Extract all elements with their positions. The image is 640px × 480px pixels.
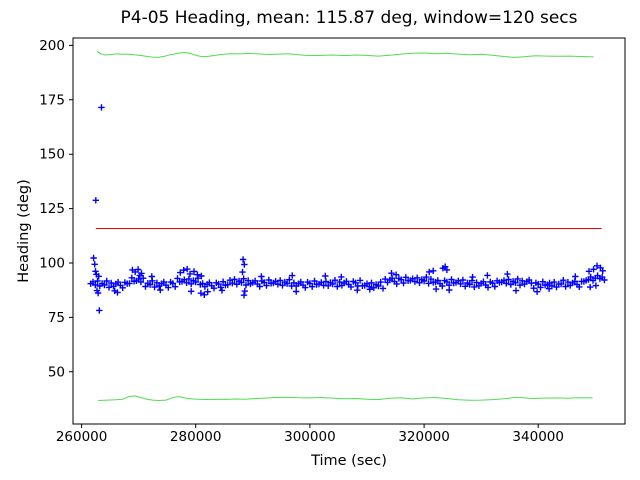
window-lower-line: [98, 395, 593, 401]
x-tick-label: 280000: [170, 429, 222, 445]
x-tick-label: 260000: [56, 429, 108, 445]
y-tick-label: 125: [39, 201, 65, 217]
x-tick-label: 320000: [398, 429, 450, 445]
chart-title: P4-05 Heading, mean: 115.87 deg, window=…: [120, 8, 578, 28]
y-tick-label: 50: [48, 364, 65, 380]
plot-frame: [72, 37, 626, 425]
window-upper-line: [96, 50, 594, 58]
x-axis-label: Time (sec): [311, 453, 387, 469]
y-tick-label: 150: [39, 147, 65, 163]
y-tick-label: 175: [39, 92, 65, 108]
x-tick-label: 300000: [284, 429, 336, 445]
y-tick-label: 75: [48, 310, 65, 326]
axis-ticks: [69, 44, 539, 428]
x-tick-label: 340000: [512, 429, 564, 445]
heading-samples-markers: [87, 104, 608, 314]
y-tick-label: 100: [39, 256, 65, 272]
y-tick-label: 200: [39, 38, 65, 54]
